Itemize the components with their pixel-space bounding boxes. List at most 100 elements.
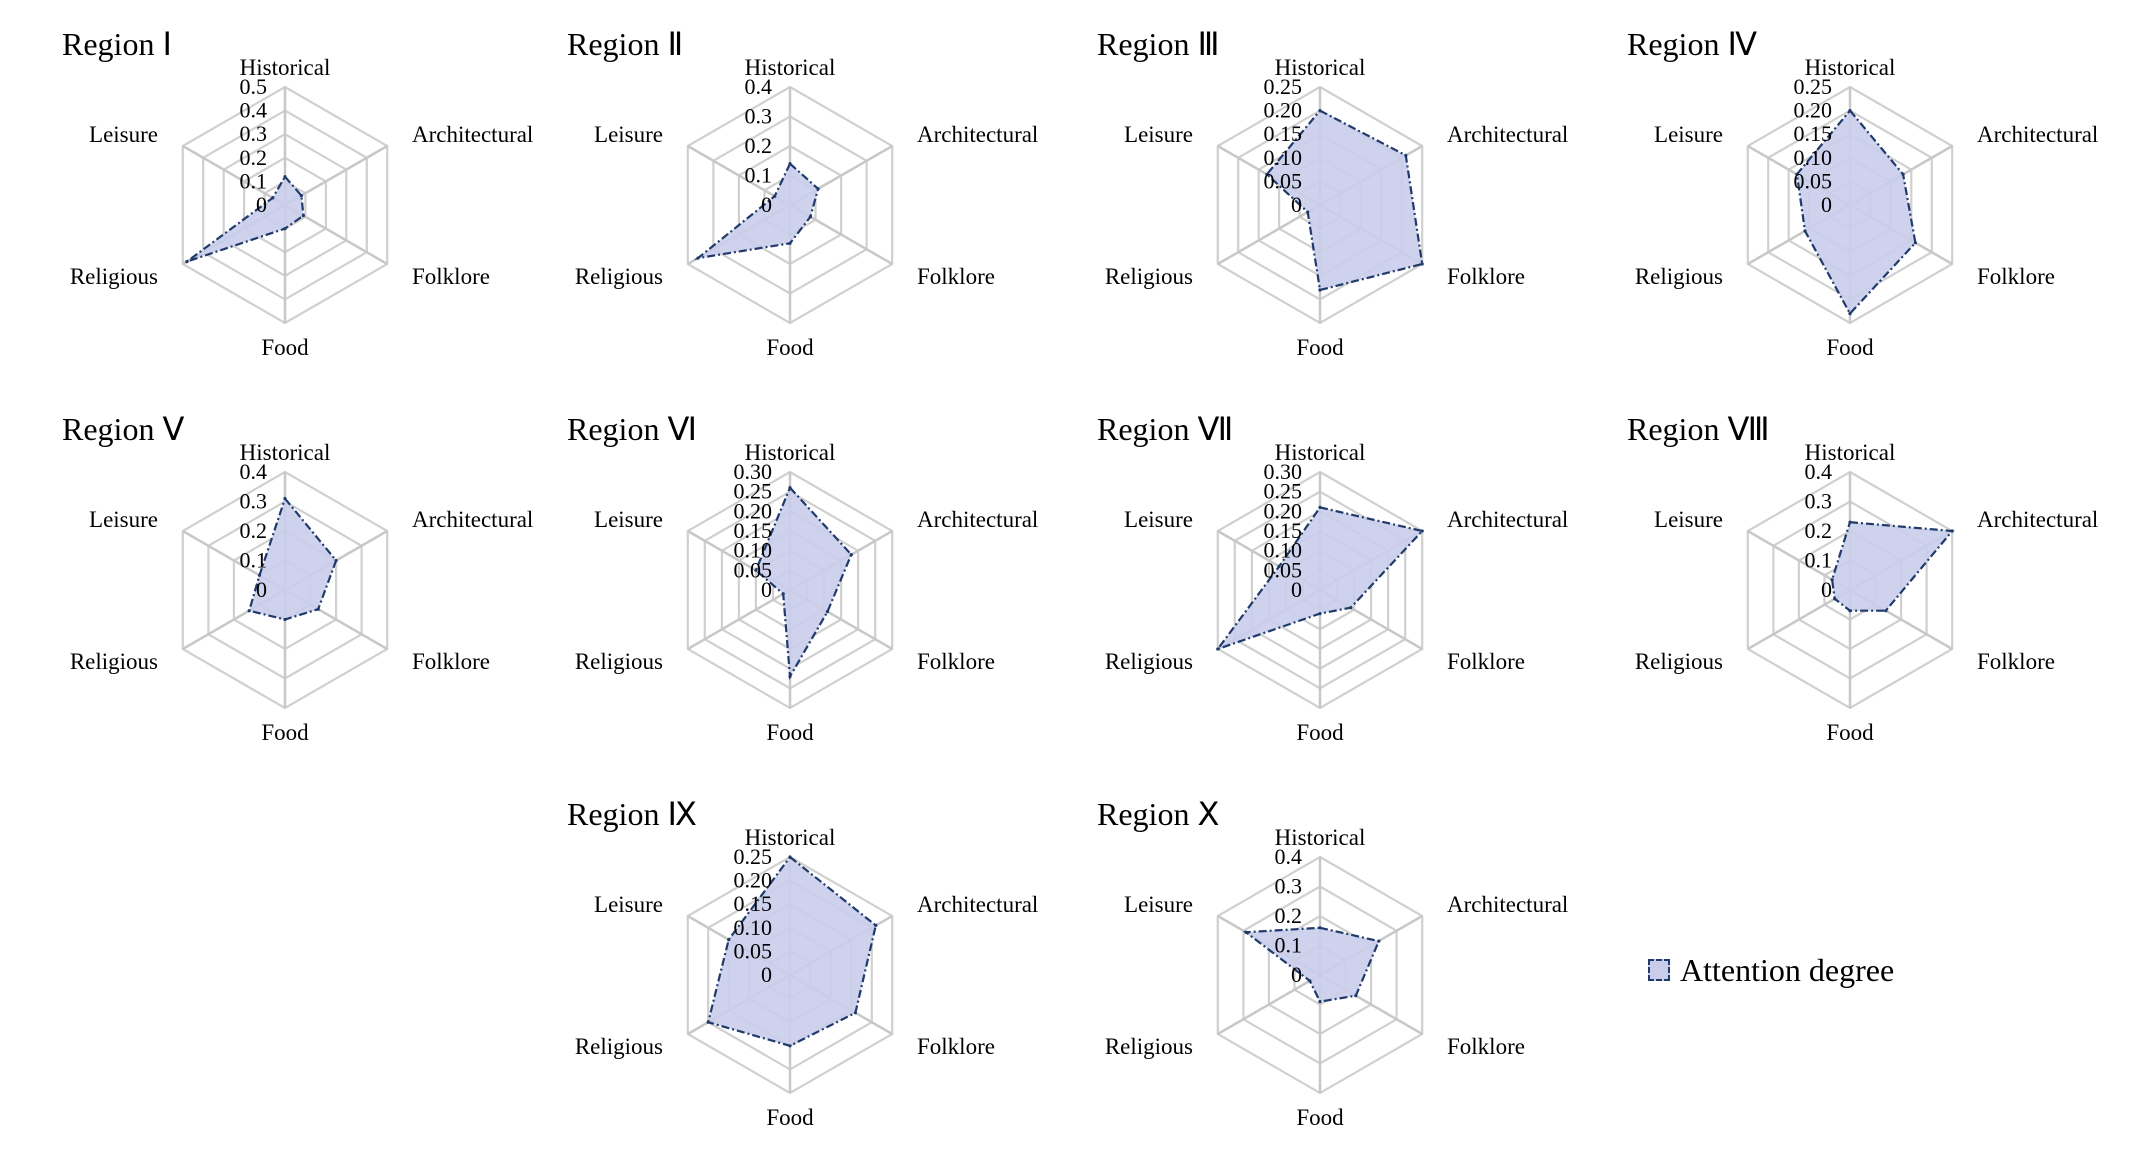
data-point [1830, 578, 1834, 582]
axis-label: Food [766, 720, 814, 745]
tick-label: 0.4 [1275, 844, 1303, 869]
data-point [788, 855, 792, 859]
tick-label: 0.2 [1275, 903, 1303, 928]
data-point [1833, 597, 1837, 601]
data-point [788, 1044, 792, 1048]
data-point [808, 215, 812, 219]
data-point [1349, 606, 1353, 610]
axis-label: Architectural [917, 507, 1038, 532]
axis-label: Folklore [917, 649, 995, 674]
data-point [825, 610, 830, 614]
axis-label: Historical [1805, 440, 1896, 465]
tick-label: 0.15 [1794, 121, 1833, 146]
data-point [754, 568, 758, 572]
data-point [1244, 930, 1248, 934]
tick-label: 0.20 [1264, 498, 1303, 523]
axis-label: Architectural [1977, 507, 2098, 532]
axis-label: Food [261, 720, 309, 745]
axis-label: Historical [1805, 55, 1896, 80]
data-point [1354, 994, 1358, 998]
axis-label: Architectural [1447, 122, 1568, 147]
tick-label: 0.2 [240, 518, 268, 543]
axis-label: Historical [745, 825, 836, 850]
axis-label: Historical [240, 440, 331, 465]
radar-chart: Region Ⅹ 0 0.1 0.2 0.3 0.4 Historical Architect… [1085, 785, 1605, 1160]
tick-label: 0 [761, 577, 772, 602]
data-point [1901, 172, 1905, 176]
axis-label: Architectural [917, 892, 1038, 917]
tick-label: 0.20 [734, 498, 773, 523]
axis-label: Food [1826, 335, 1874, 360]
tick-label: 0.1 [240, 168, 268, 193]
axis-label: Leisure [1654, 507, 1723, 532]
data-point [1216, 647, 1220, 651]
axis-label: Religious [575, 1034, 663, 1059]
data-point [316, 607, 320, 611]
axis-label: Folklore [1447, 264, 1525, 289]
tick-label: 0.4 [240, 98, 268, 123]
axis-label: Religious [1105, 1034, 1193, 1059]
axis-label: Leisure [594, 507, 663, 532]
axis-label: Leisure [594, 892, 663, 917]
tick-label: 0 [1821, 192, 1832, 217]
axis-label: Historical [1275, 55, 1366, 80]
tick-label: 0.15 [734, 518, 773, 543]
axis-label: Architectural [1447, 507, 1568, 532]
data-point [1318, 505, 1322, 509]
data-point [1848, 609, 1852, 613]
radar-chart: Region Ⅰ 0 0.1 0.2 0.3 0.4 0.5 Historical Archit… [50, 15, 570, 390]
radar-svg: Region Ⅶ 00.050.100.150.200.250.30Histori… [1097, 411, 1568, 745]
tick-label: 0.25 [734, 844, 773, 869]
data-point [1265, 172, 1269, 176]
chart-title: Region Ⅶ [1097, 411, 1233, 447]
axis-label: Historical [745, 440, 836, 465]
data-point [1318, 926, 1322, 930]
data-point [1913, 241, 1917, 245]
tick-label: 0.3 [240, 121, 268, 146]
axis-label: Leisure [89, 507, 158, 532]
axis-label: Religious [575, 264, 663, 289]
data-point [1420, 529, 1424, 533]
data-point [1306, 210, 1310, 214]
axis-label: Historical [745, 55, 836, 80]
data-point [874, 923, 878, 927]
legend-label: Attention degree [1680, 951, 1895, 988]
axis-label: Leisure [1124, 507, 1193, 532]
tick-label: 0.5 [240, 74, 268, 99]
data-point [257, 573, 262, 577]
data-point [788, 486, 792, 490]
data-point [1950, 529, 1954, 533]
chart-title: Region Ⅳ [1627, 26, 1757, 62]
tick-label: 0.1 [240, 548, 268, 573]
axis-label: Religious [575, 649, 663, 674]
data-point [853, 1011, 857, 1015]
radar-chart: Region Ⅲ 0 0.05 0.10 0.15 0.20 0.25 Historical A… [1085, 15, 1605, 390]
data-point [849, 553, 853, 557]
axis-label: Folklore [1977, 264, 2055, 289]
tick-label: 0.2 [1805, 518, 1833, 543]
tick-label: 0.10 [1264, 145, 1303, 170]
chart-title: Region Ⅱ [567, 26, 683, 62]
data-point [1848, 520, 1852, 524]
axis-label: Religious [70, 649, 158, 674]
data-point [1803, 229, 1807, 233]
data-point [334, 558, 338, 563]
axis-label: Food [1296, 335, 1344, 360]
data-point [1308, 979, 1312, 983]
legend: Attention degree [1648, 950, 1894, 990]
chart-title: Region Ⅹ [1097, 796, 1219, 832]
data-point [247, 609, 251, 613]
tick-label: 0.25 [734, 479, 773, 504]
axis-label: Food [1296, 1105, 1344, 1130]
data-point [788, 241, 792, 245]
data-point [781, 592, 785, 596]
tick-label: 0.4 [1805, 459, 1833, 484]
data-area [1830, 521, 1955, 612]
axis-label: Folklore [917, 264, 995, 289]
